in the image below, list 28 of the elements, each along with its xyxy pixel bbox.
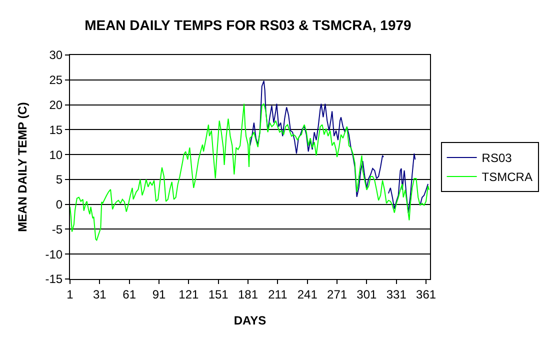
x-tick-label: 331 — [386, 287, 407, 302]
y-tick-label: 20 — [49, 98, 63, 112]
x-tick-label: 1 — [66, 287, 74, 302]
x-tick-label: 151 — [208, 287, 229, 302]
y-tick-label: 5 — [56, 172, 63, 187]
legend-label: RS03 — [482, 151, 512, 166]
y-tick-label: 30 — [49, 48, 63, 62]
x-tick-label: 301 — [356, 287, 378, 302]
x-tick-label: 271 — [327, 287, 348, 302]
chart-title: MEAN DAILY TEMPS FOR RS03 & TSMCRA, 1979 — [84, 17, 412, 34]
y-tick-label: -10 — [45, 247, 63, 262]
y-tick-label: -15 — [45, 272, 63, 286]
y-axis-title: MEAN DAILY TEMP (C) — [16, 102, 30, 232]
x-tick-label: 31 — [92, 287, 107, 302]
x-tick-label: 121 — [178, 287, 200, 302]
x-tick-label: 241 — [297, 287, 318, 302]
legend-label: TSMCRA — [482, 170, 532, 184]
y-tick-label: 25 — [49, 73, 63, 88]
x-tick-label: 61 — [122, 287, 136, 302]
y-tick-label: -5 — [52, 222, 63, 236]
x-axis-title: DAYS — [234, 313, 266, 328]
x-tick-label: 361 — [416, 287, 436, 302]
x-tick-label: 181 — [238, 287, 258, 302]
y-tick-label: 0 — [56, 198, 63, 212]
y-tick-label: 15 — [49, 122, 63, 137]
x-tick-label: 211 — [268, 287, 288, 302]
y-tick-label: 10 — [49, 148, 63, 162]
x-tick-label: 91 — [152, 287, 166, 302]
